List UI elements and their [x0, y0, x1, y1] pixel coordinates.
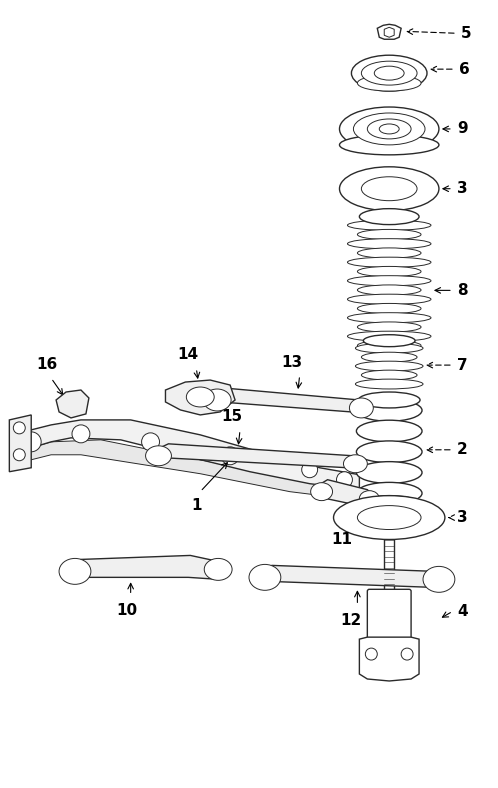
Ellipse shape: [362, 61, 417, 85]
Text: 6: 6: [459, 61, 470, 76]
Ellipse shape: [358, 506, 421, 530]
Ellipse shape: [359, 496, 420, 511]
Ellipse shape: [362, 352, 417, 362]
Polygon shape: [254, 566, 447, 591]
Ellipse shape: [203, 389, 231, 411]
Ellipse shape: [357, 420, 422, 442]
Polygon shape: [16, 440, 355, 500]
Circle shape: [72, 425, 90, 443]
Ellipse shape: [59, 559, 91, 585]
Ellipse shape: [368, 119, 411, 139]
Text: 8: 8: [457, 283, 468, 298]
Ellipse shape: [186, 387, 214, 407]
Polygon shape: [360, 637, 419, 681]
Ellipse shape: [357, 462, 422, 483]
Ellipse shape: [379, 124, 399, 134]
Ellipse shape: [357, 441, 422, 463]
Ellipse shape: [356, 344, 423, 353]
Ellipse shape: [340, 135, 439, 155]
Circle shape: [221, 447, 239, 465]
Text: 2: 2: [457, 442, 468, 457]
Circle shape: [141, 433, 159, 451]
Text: 16: 16: [36, 357, 58, 372]
Ellipse shape: [358, 285, 421, 295]
Ellipse shape: [354, 113, 425, 145]
Ellipse shape: [348, 313, 431, 323]
Ellipse shape: [311, 483, 333, 500]
Ellipse shape: [359, 392, 420, 408]
Polygon shape: [65, 556, 226, 579]
Ellipse shape: [340, 107, 439, 151]
Ellipse shape: [360, 209, 419, 225]
Ellipse shape: [423, 567, 455, 593]
Text: 15: 15: [222, 409, 243, 424]
Ellipse shape: [348, 257, 431, 267]
Ellipse shape: [348, 220, 431, 230]
Ellipse shape: [348, 239, 431, 249]
Ellipse shape: [356, 361, 423, 371]
Polygon shape: [314, 480, 375, 510]
Polygon shape: [384, 28, 394, 37]
Polygon shape: [150, 444, 362, 472]
Polygon shape: [165, 380, 235, 415]
Text: 3: 3: [457, 181, 468, 196]
Ellipse shape: [357, 482, 422, 504]
Ellipse shape: [358, 229, 421, 240]
Ellipse shape: [358, 266, 421, 277]
Ellipse shape: [360, 491, 379, 507]
Text: 3: 3: [457, 510, 468, 525]
Text: 9: 9: [457, 121, 468, 136]
Ellipse shape: [358, 322, 421, 332]
Circle shape: [401, 648, 413, 660]
Text: 12: 12: [341, 613, 362, 628]
Ellipse shape: [348, 331, 431, 341]
Text: 7: 7: [457, 358, 468, 373]
FancyBboxPatch shape: [368, 589, 411, 641]
Ellipse shape: [358, 340, 421, 351]
Ellipse shape: [145, 446, 171, 466]
Ellipse shape: [350, 398, 374, 418]
Circle shape: [13, 449, 25, 461]
Ellipse shape: [344, 455, 368, 473]
Ellipse shape: [348, 276, 431, 286]
Text: 4: 4: [457, 604, 468, 619]
Ellipse shape: [204, 559, 232, 580]
Text: 5: 5: [461, 26, 472, 41]
Ellipse shape: [348, 294, 431, 304]
Ellipse shape: [340, 167, 439, 210]
Polygon shape: [16, 420, 360, 489]
Circle shape: [13, 422, 25, 434]
Ellipse shape: [364, 335, 415, 347]
Ellipse shape: [358, 248, 421, 258]
Ellipse shape: [358, 303, 421, 314]
Circle shape: [337, 472, 353, 488]
Text: 13: 13: [281, 355, 302, 370]
Ellipse shape: [362, 370, 417, 380]
Text: 1: 1: [191, 498, 202, 513]
Ellipse shape: [334, 496, 445, 540]
Ellipse shape: [352, 55, 427, 91]
Polygon shape: [56, 390, 89, 418]
Text: 11: 11: [331, 532, 352, 547]
Polygon shape: [206, 388, 368, 416]
Ellipse shape: [374, 66, 404, 80]
Circle shape: [302, 462, 318, 478]
Circle shape: [21, 432, 41, 452]
Ellipse shape: [249, 564, 281, 590]
Circle shape: [366, 648, 377, 660]
Text: 14: 14: [178, 347, 199, 362]
Ellipse shape: [358, 75, 421, 91]
Ellipse shape: [357, 400, 422, 422]
Ellipse shape: [356, 379, 423, 389]
Polygon shape: [377, 24, 401, 39]
Polygon shape: [9, 415, 31, 472]
Ellipse shape: [362, 177, 417, 201]
Text: 10: 10: [116, 604, 137, 619]
